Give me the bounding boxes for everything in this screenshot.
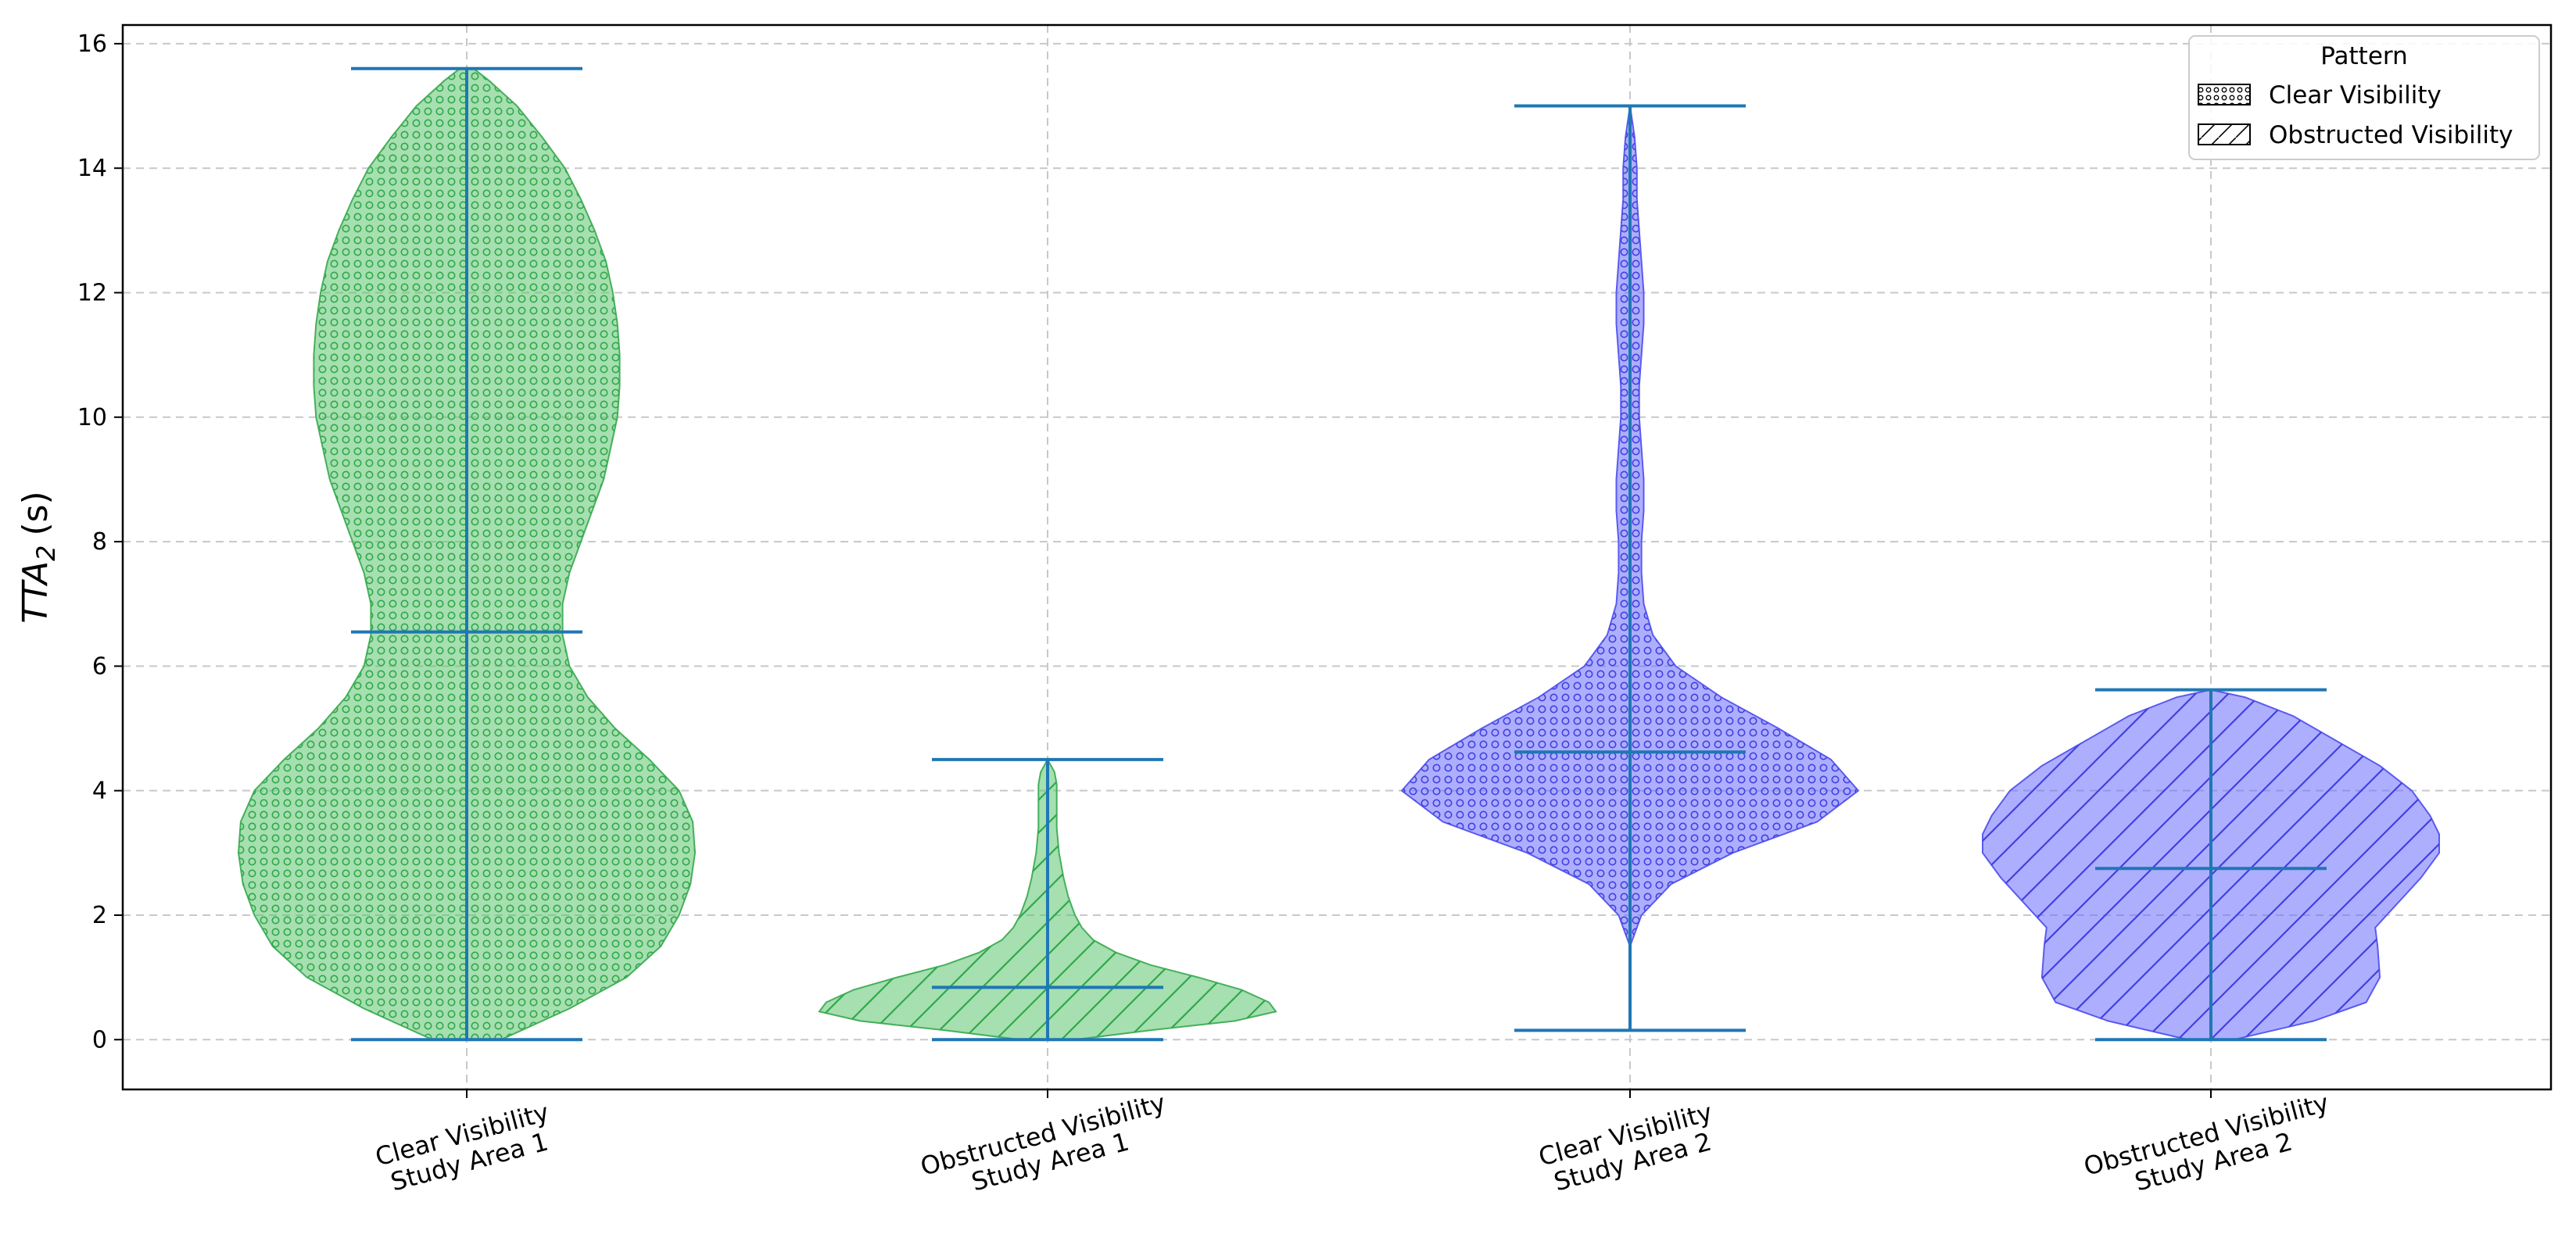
legend-swatch-dots [2198,84,2251,106]
plot-frame [121,23,2553,1091]
x-tick-label: Obstructed VisibilityStudy Area 1 [917,1088,1176,1209]
x-tick-label: Obstructed VisibilityStudy Area 2 [2080,1088,2339,1209]
y-tick-label: 14 [77,155,107,182]
y-tick-label: 8 [92,528,107,556]
x-tick-label: Clear VisibilityStudy Area 2 [1535,1097,1722,1199]
x-axis-ticks: Clear VisibilityStudy Area 1 Obstructed V… [372,1088,2339,1209]
legend-label-clear: Clear Visibility [2269,81,2442,109]
y-tick-label: 4 [92,778,107,805]
y-tick-label: 0 [92,1026,107,1053]
legend-label-obstructed: Obstructed Visibility [2269,121,2513,149]
y-axis-ticks: 0 2 4 6 8 10 12 14 16 [77,30,123,1053]
y-axis-label: TTA2(s) [16,491,61,623]
legend: Pattern Clear Visibility Obstructed Visi… [2188,35,2540,160]
legend-swatch-hatch [2198,123,2251,145]
whiskers [351,66,2327,1042]
violins [237,67,2440,1041]
x-tick-label: Clear VisibilityStudy Area 1 [372,1097,559,1199]
legend-title: Pattern [2320,42,2408,70]
y-tick-label: 10 [77,404,107,431]
y-tick-label: 6 [92,653,107,680]
legend-box [2188,35,2540,160]
y-tick-label: 16 [77,30,107,58]
y-tick-label: 12 [77,279,107,306]
y-tick-label: 2 [92,902,107,929]
